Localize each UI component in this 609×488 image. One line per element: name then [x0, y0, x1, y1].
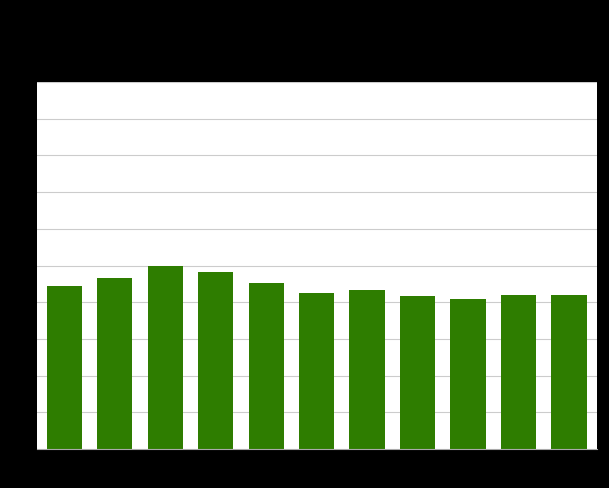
Bar — [350, 290, 385, 449]
Bar — [299, 293, 334, 449]
Bar — [248, 283, 284, 449]
Bar — [501, 296, 537, 449]
Bar — [97, 279, 132, 449]
Bar — [451, 299, 486, 449]
Bar — [147, 266, 183, 449]
Bar — [198, 273, 233, 449]
Bar — [47, 286, 82, 449]
Bar — [400, 297, 435, 449]
Bar — [551, 296, 586, 449]
